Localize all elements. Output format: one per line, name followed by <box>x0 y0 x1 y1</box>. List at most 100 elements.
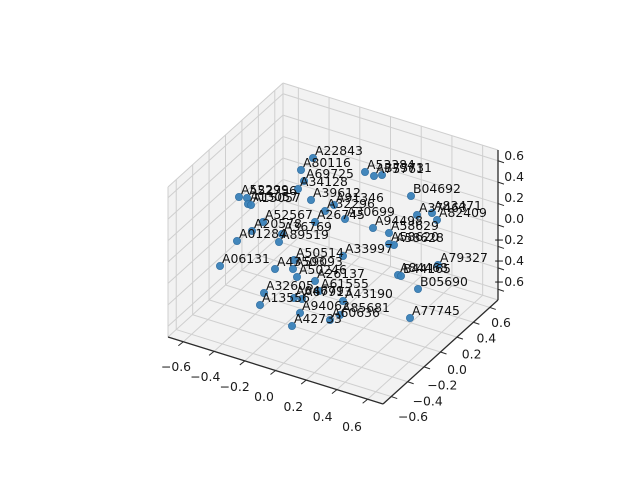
z-tick-label: −0.2 <box>494 232 524 247</box>
point-label: A32296 <box>327 196 375 211</box>
point-label: A42733 <box>294 311 342 326</box>
point-label: A52567 <box>265 207 313 222</box>
z-tick-mark <box>497 181 505 185</box>
point-label: A94498 <box>375 213 423 228</box>
scatter-point <box>293 184 302 193</box>
point-label: A53384 <box>367 157 415 172</box>
point-label: A52756 <box>249 183 297 198</box>
z-tick-label: 0.4 <box>504 169 524 184</box>
point-label: A58629 <box>391 218 439 233</box>
box-edge <box>282 232 499 301</box>
scatter-point <box>306 195 315 204</box>
y-tick-mark <box>473 321 480 325</box>
x-tick-label: −0.6 <box>161 359 191 374</box>
grid-line-y-floor <box>192 314 408 383</box>
scatter-point <box>340 214 349 223</box>
scatter-point <box>292 272 301 281</box>
scatter-point <box>335 310 344 319</box>
point-label: A85681 <box>342 300 390 315</box>
grid-line-z-right <box>282 93 499 162</box>
point-label: A20578 <box>254 216 302 231</box>
x-tick-mark <box>208 350 215 356</box>
scatter-point <box>368 223 377 232</box>
point-label: A75761 <box>376 161 424 176</box>
scatter-point <box>232 236 241 245</box>
scatter-point <box>277 229 286 238</box>
scatter-point <box>297 294 306 303</box>
y-tick-mark <box>423 366 431 370</box>
point-label: B44165 <box>403 261 451 276</box>
scatter-point <box>377 170 386 179</box>
scatter-point <box>259 288 268 297</box>
point-label: A50514 <box>296 245 344 260</box>
scatter-point <box>234 192 243 201</box>
scatter-point <box>389 240 398 249</box>
point-label: A39612 <box>313 185 361 200</box>
x-tick-mark <box>239 360 246 366</box>
scatter-point <box>270 264 279 273</box>
point-label: A26745 <box>317 207 365 222</box>
point-label: A60636 <box>332 305 380 320</box>
point-label: A43503 <box>277 254 325 269</box>
grid-line-z-left <box>167 136 284 241</box>
x-tick-label: 0.4 <box>313 409 333 424</box>
point-label: A84468 <box>400 260 448 275</box>
y-tick-mark <box>407 381 414 385</box>
scatter-point <box>308 153 317 162</box>
y-tick-label: −0.2 <box>427 378 457 393</box>
point-label: A94062 <box>302 298 350 313</box>
scatter-point <box>289 293 298 302</box>
z-tick-mark <box>497 245 505 249</box>
point-label: A52299 <box>241 182 289 197</box>
box-edge <box>282 82 499 151</box>
scatter-point <box>288 264 297 273</box>
point-label: A32605 <box>266 278 314 293</box>
x-tick-label: 0.2 <box>283 399 303 414</box>
point-label: A26137 <box>317 266 365 281</box>
z-tick-mark <box>497 267 505 271</box>
y-tick-mark <box>440 351 447 355</box>
y-tick-label: −0.4 <box>413 393 443 408</box>
scatter-point <box>247 226 256 235</box>
scatter-point <box>329 200 338 209</box>
z-tick-mark <box>497 160 505 164</box>
grid-line-z-left <box>167 179 284 284</box>
point-label: A43190 <box>345 286 393 301</box>
point-label: A82409 <box>439 205 487 220</box>
scatter-point <box>287 321 296 330</box>
scatter-point <box>299 176 308 185</box>
scatter-point <box>274 237 283 246</box>
y-tick-label: −0.6 <box>398 409 428 424</box>
point-label: A50246 <box>299 262 347 277</box>
grid-line-z-right <box>282 136 499 205</box>
x-tick-label: 0.0 <box>254 389 274 404</box>
point-label: A69725 <box>306 166 354 181</box>
point-label: A04679 <box>296 283 344 298</box>
scatter-point <box>384 228 393 237</box>
z-tick-label: 0.6 <box>504 148 524 163</box>
z-tick-mark <box>497 224 505 228</box>
scatter-point <box>296 165 305 174</box>
x-tick-mark <box>331 389 338 395</box>
scatter-point <box>406 191 415 200</box>
point-label: A91346 <box>336 190 384 205</box>
point-label: A36769 <box>284 219 332 234</box>
point-label: A37463 <box>419 200 467 215</box>
grid-line-z-left <box>167 221 284 327</box>
point-label: A67913 <box>304 284 352 299</box>
point-label: A83471 <box>434 198 482 213</box>
point-label: A34128 <box>300 174 348 189</box>
scatter-point <box>338 251 347 260</box>
scatter-point <box>215 261 224 270</box>
grid-line-z-left <box>167 157 284 263</box>
x-tick-mark <box>362 398 368 404</box>
x-tick-label: −0.2 <box>220 379 250 394</box>
point-label: A80116 <box>303 155 351 170</box>
z-tick-mark <box>497 288 505 292</box>
point-label: A58620 <box>391 229 439 244</box>
y-tick-mark <box>456 336 464 340</box>
scatter-point <box>360 167 369 176</box>
point-label: A06131 <box>222 251 270 266</box>
